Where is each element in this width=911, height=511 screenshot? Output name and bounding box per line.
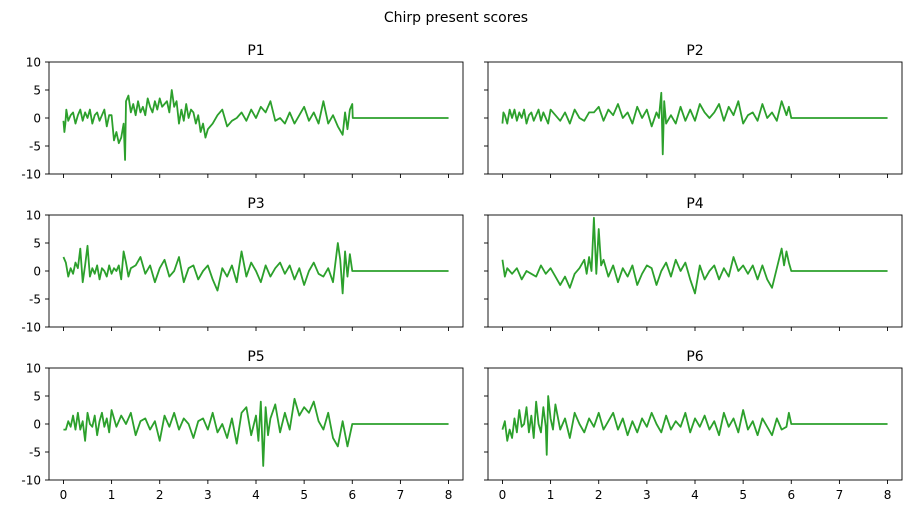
x-tick-label: 7 <box>836 488 844 502</box>
x-tick-label: 3 <box>204 488 212 502</box>
subplot-title: P1 <box>247 43 264 59</box>
x-tick-label: 0 <box>499 488 507 502</box>
y-tick-label: -5 <box>29 446 41 460</box>
y-tick-label: 10 <box>26 362 41 376</box>
subplot-p6: P6 0 1 2 3 4 5 6 7 8 <box>484 349 903 502</box>
subplot-p2: P2 <box>484 43 903 178</box>
subplot-p5: P5 10 5 0 -5 -10 0 1 2 3 4 5 6 7 8 <box>21 349 464 502</box>
x-tick-label: 4 <box>691 488 699 502</box>
y-tick-label: 5 <box>33 237 41 251</box>
subplot-title: P4 <box>686 196 703 212</box>
x-tick-label: 7 <box>397 488 405 502</box>
subplot-p1: P1 10 5 0 -5 -10 <box>21 43 464 182</box>
y-tick-label: -10 <box>21 321 41 335</box>
x-tick-label: 5 <box>739 488 747 502</box>
subplot-title: P3 <box>247 196 264 212</box>
y-tick-label: 10 <box>26 56 41 70</box>
y-tick-label: 5 <box>33 84 41 98</box>
series-line-p6 <box>501 395 888 456</box>
subplot-p3: P3 10 5 0 -5 -10 <box>21 196 464 335</box>
y-tick-label: 5 <box>33 390 41 404</box>
x-tick-label: 2 <box>156 488 164 502</box>
y-tick-label: 0 <box>33 265 41 279</box>
figure-title: Chirp present scores <box>384 10 528 26</box>
subplot-p4: P4 <box>484 196 903 331</box>
subplot-title: P5 <box>247 349 264 365</box>
y-tick-label: 10 <box>26 209 41 223</box>
x-tick-label: 5 <box>300 488 308 502</box>
x-tick-label: 1 <box>547 488 555 502</box>
x-tick-label: 0 <box>60 488 68 502</box>
x-tick-label: 8 <box>445 488 453 502</box>
x-tick-label: 4 <box>252 488 260 502</box>
x-tick-label: 6 <box>348 488 356 502</box>
series-line-p1 <box>62 89 449 161</box>
y-tick-label: 0 <box>33 418 41 432</box>
x-tick-label: 1 <box>108 488 116 502</box>
y-tick-label: -10 <box>21 474 41 488</box>
series-line-p3 <box>62 242 449 295</box>
y-tick-label: -10 <box>21 168 41 182</box>
x-tick-label: 3 <box>643 488 651 502</box>
subplot-title: P6 <box>686 349 703 365</box>
y-tick-label: 0 <box>33 112 41 126</box>
series-line-p5 <box>63 397 449 467</box>
subplot-title: P2 <box>686 43 703 59</box>
x-tick-label: 6 <box>787 488 795 502</box>
y-tick-label: -5 <box>29 293 41 307</box>
series-line-p4 <box>501 216 888 295</box>
x-tick-label: 2 <box>595 488 603 502</box>
y-tick-label: -5 <box>29 140 41 154</box>
series-line-p2 <box>501 91 888 156</box>
x-tick-label: 8 <box>884 488 892 502</box>
